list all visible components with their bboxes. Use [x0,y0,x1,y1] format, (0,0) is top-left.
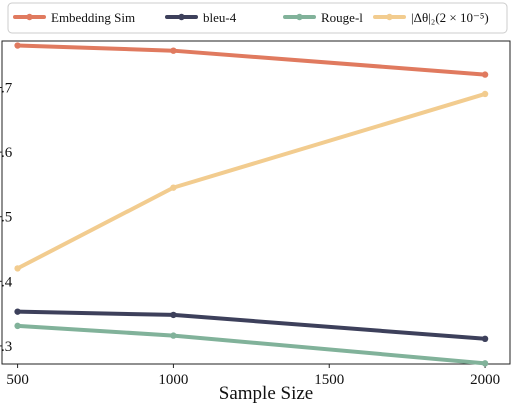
series-line [15,91,488,271]
legend-label: Embedding Sim [51,10,135,25]
legend-label: bleu-4 [203,10,237,25]
legend-item: |Δθ|₂(2 × 10⁻⁵) [373,10,489,25]
legend-marker [296,13,303,21]
x-tick-label: 2000 [470,372,500,388]
y-tick-label: .7 [1,81,13,97]
plot-area-frame [1,40,511,365]
data-point [14,322,21,330]
x-tick-label: 500 [6,372,29,388]
x-axis: 500 1000 1500 2000 [6,364,500,388]
series-3 [14,90,489,272]
y-tick-label: .6 [1,145,13,161]
series-1 [14,308,489,343]
legend-marker [178,13,185,21]
data-point [170,311,177,319]
data-point [481,71,489,78]
data-point [170,332,177,339]
data-point [14,265,21,272]
series-line [15,43,488,77]
series-2 [14,322,489,367]
data-point [170,47,177,54]
legend-item: Embedding Sim [13,10,135,25]
data-point [14,308,21,315]
data-point [481,90,489,98]
legend: Embedding Sim bleu-4 Rouge-l |Δθ|₂(2 × 10⁻⁵… [7,2,508,34]
data-point [14,42,21,49]
legend-item: bleu-4 [165,10,237,25]
x-tick-label: 1000 [158,372,188,388]
y-tick-label: .4 [1,274,13,290]
data-point [481,335,489,343]
x-axis-label: Sample Size [219,383,313,403]
y-tick-label: .3 [1,339,12,355]
legend-label: |Δθ|₂(2 × 10⁻⁵) [411,10,489,25]
legend-item: Rouge-l [283,10,363,25]
series-0 [14,42,489,78]
legend-marker [26,13,33,21]
data-point [481,360,489,367]
y-tick-label: .5 [1,210,12,226]
legend-marker [386,13,393,21]
series-layer [14,42,489,367]
legend-frame [7,2,508,34]
data-point [170,184,177,191]
y-axis: .3 .4 .5 .6 .7 [0,81,13,355]
x-tick-label: 1500 [314,372,344,388]
series-line [15,309,488,341]
legend-label: Rouge-l [321,10,363,25]
